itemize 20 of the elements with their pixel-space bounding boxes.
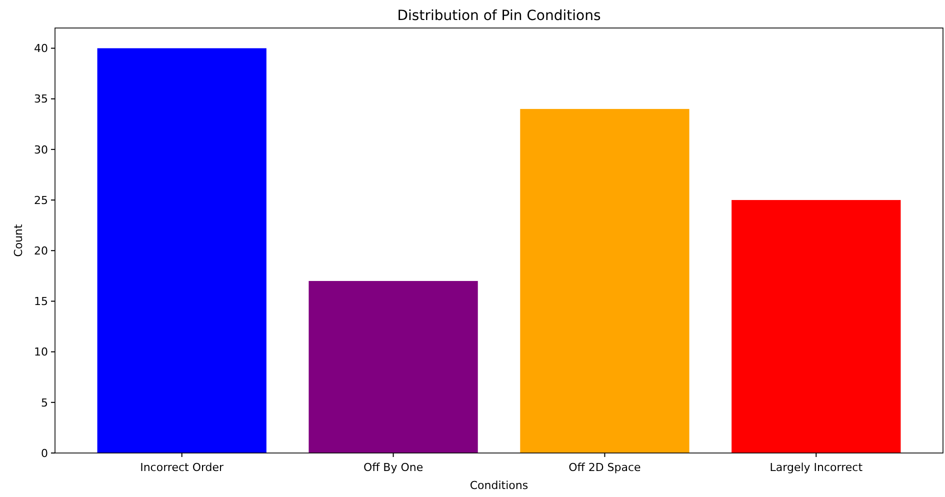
y-tick-label: 35 bbox=[34, 92, 48, 106]
y-tick-label: 30 bbox=[34, 143, 48, 156]
bar bbox=[732, 200, 901, 453]
y-tick-label: 40 bbox=[34, 42, 48, 56]
x-tick-label: Off By One bbox=[363, 461, 424, 474]
y-axis-title: Count bbox=[12, 223, 25, 257]
chart-title: Distribution of Pin Conditions bbox=[397, 8, 601, 24]
y-tick-label: 10 bbox=[34, 346, 48, 359]
x-axis-title: Conditions bbox=[470, 479, 528, 492]
y-tick-label: 25 bbox=[34, 194, 48, 207]
bar bbox=[97, 48, 266, 453]
x-tick-label: Off 2D Space bbox=[568, 461, 642, 474]
y-tick-label: 5 bbox=[41, 396, 48, 410]
x-tick-label: Largely Incorrect bbox=[770, 461, 864, 474]
y-tick-label: 20 bbox=[34, 244, 48, 258]
y-tick-label: 15 bbox=[34, 295, 48, 308]
bar bbox=[308, 280, 478, 453]
x-tick-label: Incorrect Order bbox=[140, 461, 224, 474]
bar bbox=[520, 108, 690, 453]
y-tick-label: 0 bbox=[41, 446, 48, 460]
